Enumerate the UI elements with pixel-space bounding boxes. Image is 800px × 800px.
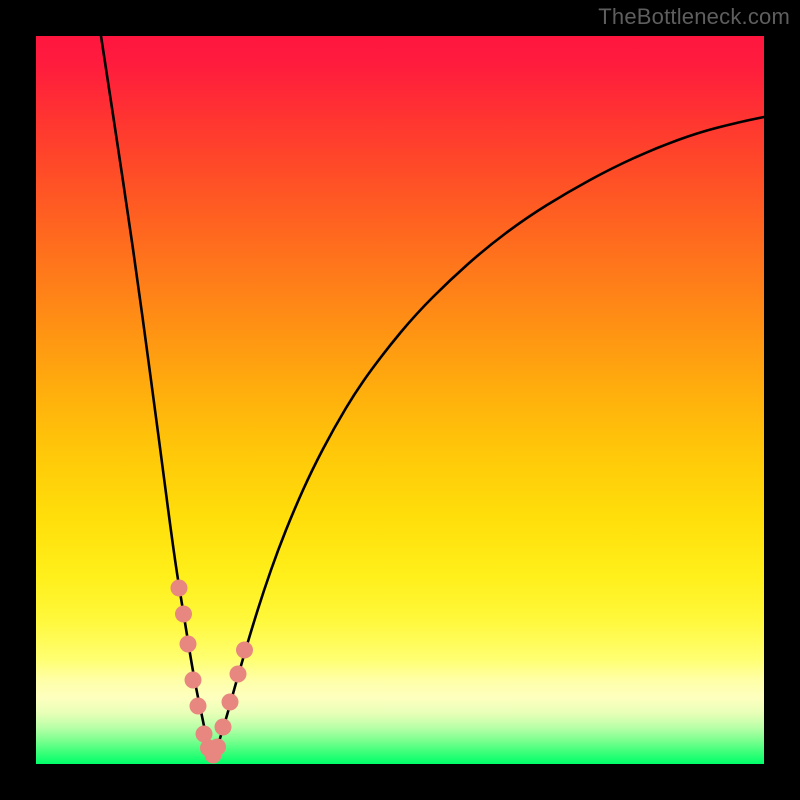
data-point	[215, 719, 232, 736]
data-point	[230, 666, 247, 683]
curve-right-branch	[213, 117, 764, 754]
watermark-text: TheBottleneck.com	[598, 4, 790, 30]
chart-stage: TheBottleneck.com	[0, 0, 800, 800]
curve-left-branch	[101, 36, 213, 754]
data-point	[190, 698, 207, 715]
data-point	[171, 580, 188, 597]
dots-left-branch	[171, 580, 222, 764]
data-point	[236, 642, 253, 659]
data-point	[222, 694, 239, 711]
bottleneck-curve-layer	[0, 0, 800, 800]
data-point	[185, 672, 202, 689]
data-point	[175, 606, 192, 623]
data-point	[209, 739, 226, 756]
data-point	[180, 636, 197, 653]
dots-right-branch	[209, 642, 253, 756]
